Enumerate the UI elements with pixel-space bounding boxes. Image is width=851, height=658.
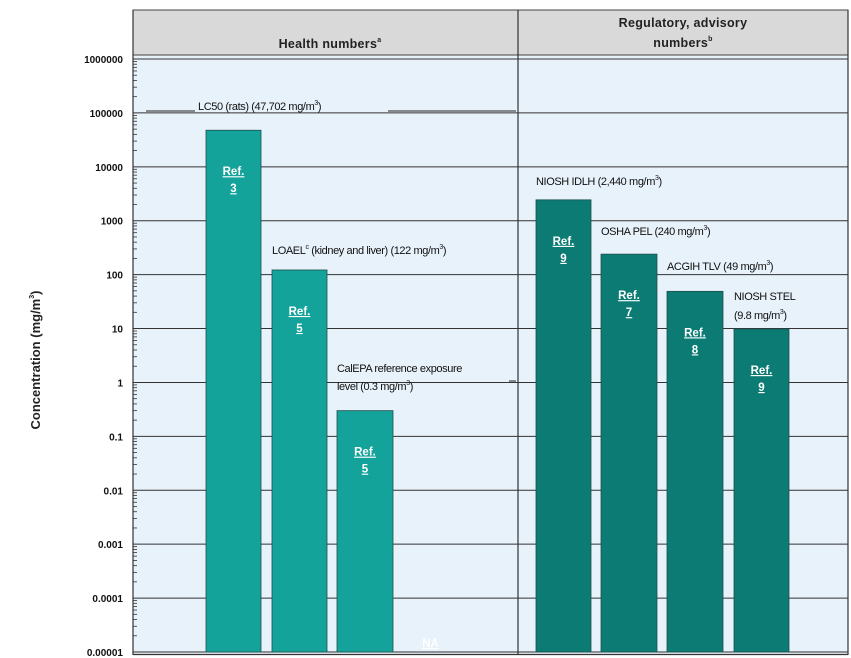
bar-ref-number: 8 bbox=[692, 344, 699, 356]
annotation-idlh-part: ) bbox=[658, 176, 661, 188]
bar-ref-label: Ref. bbox=[289, 306, 311, 318]
annotation-tlv: ACGIH TLV (49 mg/m3) bbox=[667, 260, 773, 273]
y-tick-label: 0.00001 bbox=[87, 648, 124, 658]
bars-layer bbox=[205, 129, 790, 653]
bar-ref-label: Ref. bbox=[751, 365, 773, 377]
bar-ref-number: 3 bbox=[230, 183, 236, 195]
bar bbox=[271, 269, 328, 653]
annotation-calepa-line2-part: ) bbox=[410, 381, 413, 393]
bar-ref-number: 5 bbox=[362, 464, 369, 476]
annotation-stel-line2-part: (9.8 mg/m bbox=[734, 310, 780, 322]
annotation-stel-part: NIOSH STEL bbox=[734, 291, 796, 303]
annotation-loael-part: 3 bbox=[439, 244, 443, 251]
bar bbox=[336, 410, 394, 653]
y-tick-label: 1 bbox=[117, 378, 123, 389]
annotation-idlh-part: 3 bbox=[655, 175, 659, 182]
y-tick-label: 0.001 bbox=[98, 540, 123, 551]
annotation-stel-line2: (9.8 mg/m3) bbox=[734, 309, 787, 322]
annotation-calepa: CalEPA reference exposure bbox=[337, 363, 462, 375]
y-tick-label: 1000 bbox=[101, 217, 124, 228]
group-title-health: Health numbersa bbox=[279, 37, 382, 51]
y-tick-label: 100 bbox=[106, 271, 123, 282]
annotation-pel: OSHA PEL (240 mg/m3) bbox=[601, 225, 710, 238]
y-axis-label-sup: 3 bbox=[29, 295, 36, 299]
annotation-idlh: NIOSH IDLH (2,440 mg/m3) bbox=[536, 175, 662, 188]
bar bbox=[666, 290, 724, 653]
group-title-health-sup: a bbox=[377, 37, 381, 44]
annotation-calepa-line2-part: 3 bbox=[406, 380, 410, 387]
bar-ref-number: 9 bbox=[560, 253, 566, 265]
annotation-loael-part: ) bbox=[443, 245, 446, 257]
bar-ref-label: Ref. bbox=[354, 447, 376, 459]
bar bbox=[535, 199, 592, 653]
annotation-pel-part: ) bbox=[707, 226, 710, 238]
annotation-loael-part: c bbox=[305, 244, 309, 251]
bar-ref-label: Ref. bbox=[223, 166, 245, 178]
annotation-loael-part: (kidney and liver) (122 mg/m bbox=[309, 245, 440, 257]
annotation-lc50-part: 3 bbox=[314, 100, 318, 107]
group-title-health-text: Health numbers bbox=[279, 37, 378, 51]
annotation-calepa-part: CalEPA reference exposure bbox=[337, 363, 462, 375]
group-title-regulatory-line2: numbersb bbox=[653, 36, 712, 50]
bar-ref-number: 9 bbox=[758, 382, 764, 394]
annotation-stel-line2-part: 3 bbox=[780, 309, 784, 316]
annotation-lc50: LC50 (rats) (47,702 mg/m3) bbox=[198, 100, 321, 113]
bar-ref-label: Ref. bbox=[553, 236, 575, 248]
y-axis-label-text: Concentration (mg/m bbox=[28, 299, 43, 430]
bar-ref-number: 5 bbox=[296, 323, 303, 335]
y-tick-label: 0.0001 bbox=[92, 594, 123, 605]
annotation-lc50-part: LC50 (rats) (47,702 mg/m bbox=[198, 101, 315, 113]
annotation-pel-part: OSHA PEL (240 mg/m bbox=[601, 226, 704, 238]
annotation-tlv-part: ACGIH TLV (49 mg/m bbox=[667, 261, 767, 273]
bar-ref-number: 7 bbox=[626, 307, 632, 319]
annotation-idlh-part: NIOSH IDLH (2,440 mg/m bbox=[536, 176, 655, 188]
annotation-tlv-part: 3 bbox=[766, 260, 770, 267]
y-tick-label: 10000 bbox=[95, 163, 123, 174]
annotation-loael: LOAELc (kidney and liver) (122 mg/m3) bbox=[272, 244, 446, 257]
bar-ref-label: Ref. bbox=[684, 327, 706, 339]
y-axis-label-close: ) bbox=[28, 291, 43, 295]
annotation-lc50-part: ) bbox=[318, 101, 321, 113]
y-tick-label: 100000 bbox=[90, 109, 124, 120]
annotation-pel-part: 3 bbox=[703, 225, 707, 232]
y-tick-label: 0.1 bbox=[109, 432, 123, 443]
y-axis-label: Concentration (mg/m3) bbox=[28, 291, 43, 430]
annotation-stel-line2-part: ) bbox=[783, 310, 786, 322]
bar bbox=[733, 328, 790, 653]
bar-na-label: NA bbox=[422, 638, 439, 650]
header-band bbox=[132, 9, 849, 56]
annotation-calepa-line2: level (0.3 mg/m3) bbox=[337, 380, 413, 393]
annotation-loael-part: LOAEL bbox=[272, 245, 306, 257]
y-tick-label: 10 bbox=[112, 325, 124, 336]
y-tick-label: 1000000 bbox=[84, 55, 123, 66]
labels-layer: 0.00001 0.0001 0.001 0.01 0.1 1 10 100 1000 10000… bbox=[84, 55, 796, 658]
bar bbox=[205, 129, 262, 653]
annotation-stel: NIOSH STEL bbox=[734, 291, 796, 303]
annotation-calepa-line2-part: level (0.3 mg/m bbox=[337, 381, 406, 393]
bar bbox=[600, 253, 658, 653]
group-title-regulatory-sup: b bbox=[708, 36, 713, 43]
group-title-regulatory: Regulatory, advisory bbox=[619, 16, 748, 30]
group-title-regulatory-line2-text: numbers bbox=[653, 36, 708, 50]
bar-ref-label: Ref. bbox=[618, 290, 640, 302]
annotation-tlv-part: ) bbox=[770, 261, 773, 273]
y-tick-label: 0.01 bbox=[104, 486, 124, 497]
